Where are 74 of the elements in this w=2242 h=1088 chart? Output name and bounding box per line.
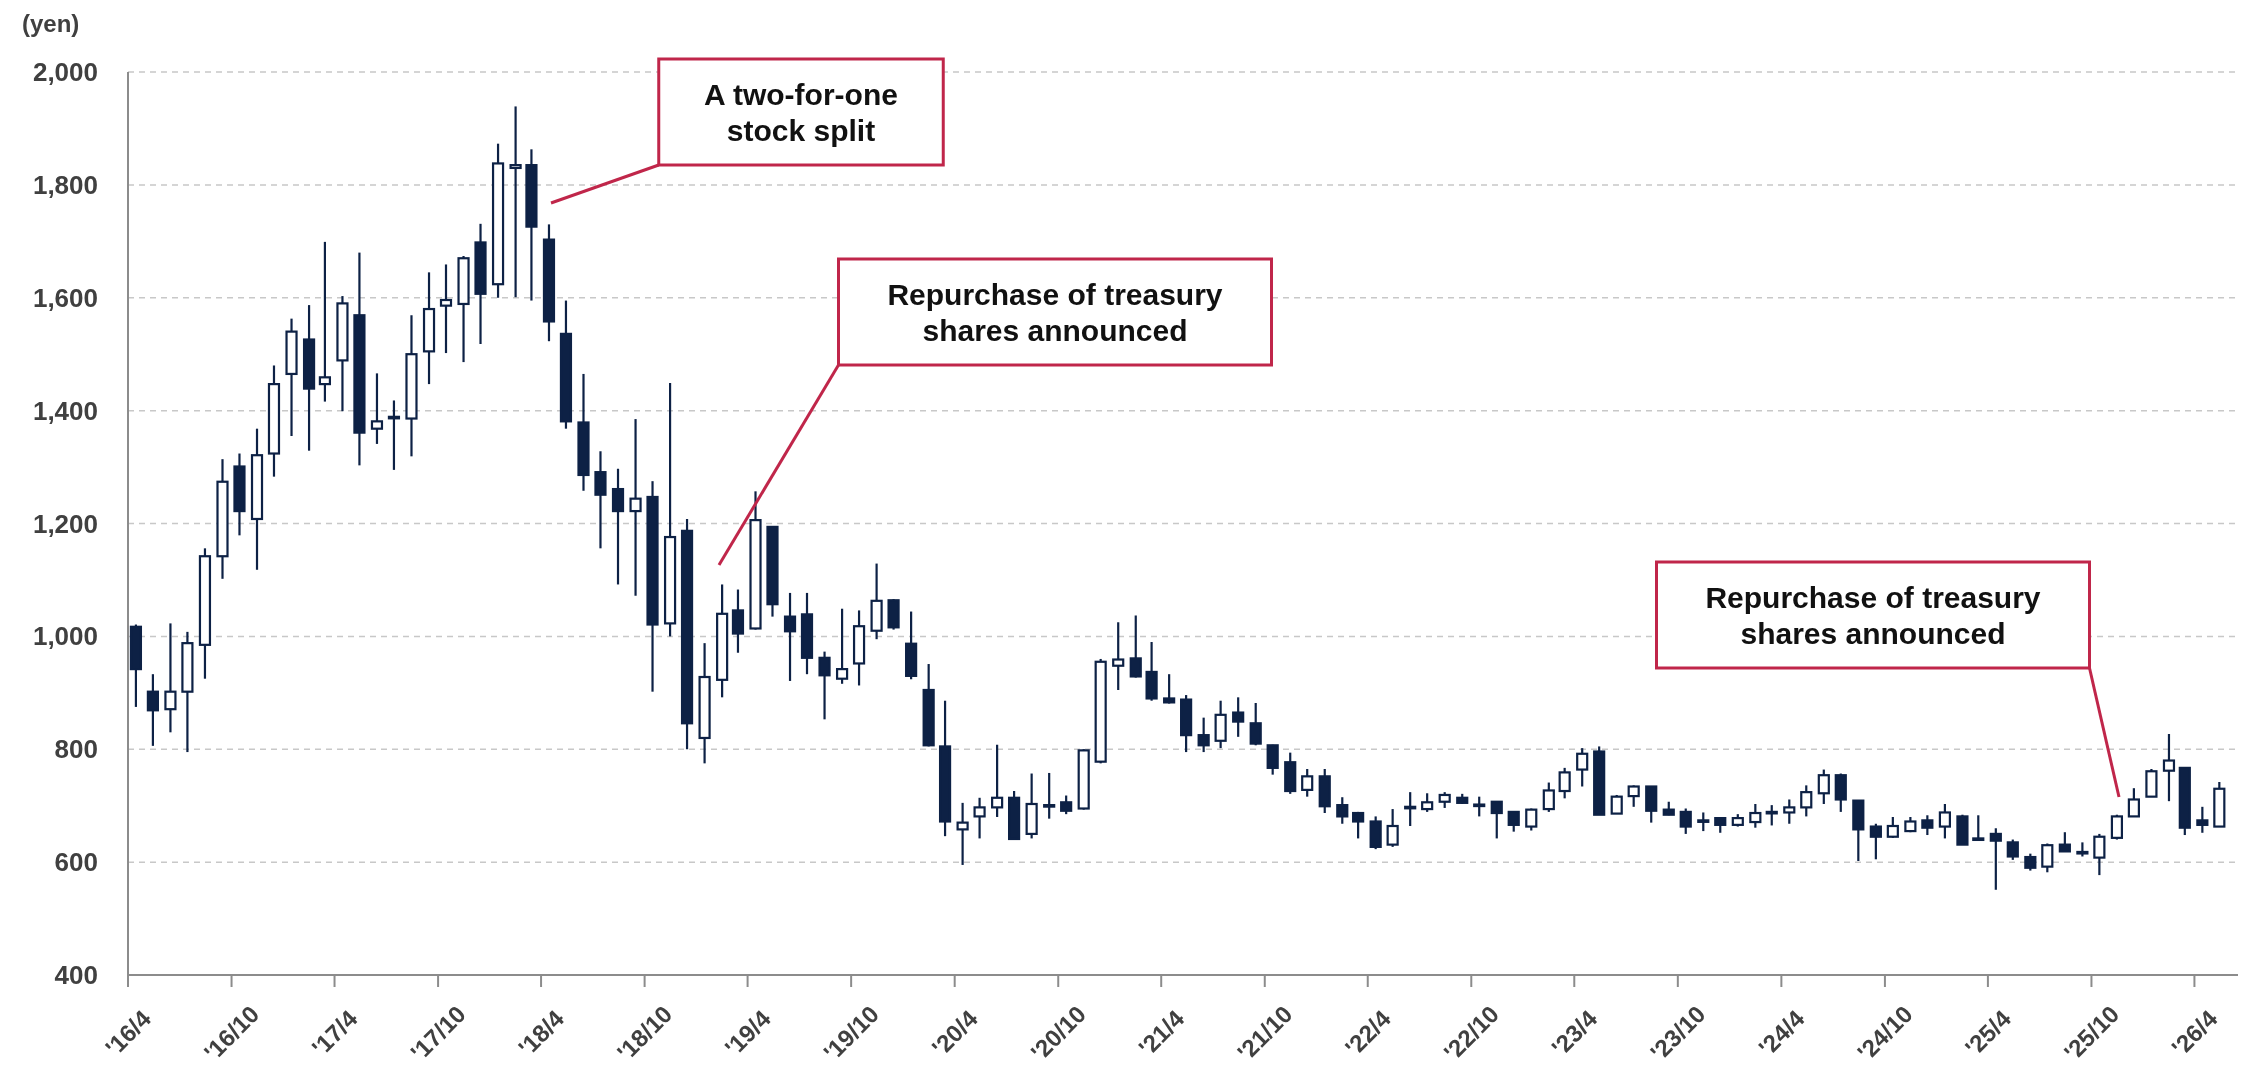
candlestick <box>956 801 969 867</box>
candlestick <box>1473 795 1486 818</box>
candlestick <box>1490 800 1503 840</box>
candlestick <box>1749 802 1762 829</box>
candlestick <box>2196 805 2209 834</box>
candlestick <box>1817 768 1830 806</box>
candlestick <box>594 450 607 550</box>
y-tick-label: 1,600 <box>32 282 98 313</box>
annotation: A two-for-one stock split <box>704 77 898 147</box>
candlestick <box>1129 614 1142 679</box>
candlestick <box>973 796 986 840</box>
candlestick <box>731 588 745 654</box>
candlestick <box>1542 781 1555 813</box>
candlestick <box>509 105 522 299</box>
candlestick <box>1301 767 1314 798</box>
y-tick-label: 1,400 <box>32 395 98 426</box>
candlestick <box>611 467 625 586</box>
candlestick <box>1972 814 1985 842</box>
candlestick <box>2041 842 2054 874</box>
y-axis-title: (yen) <box>22 10 80 37</box>
candlestick <box>1232 696 1245 738</box>
annotation: Repurchase of treasury shares announced <box>1705 580 2041 650</box>
candlestick <box>370 372 384 446</box>
candlestick <box>1989 827 2002 891</box>
candlestick <box>818 650 831 721</box>
candlestick <box>1783 798 1796 825</box>
candlestick <box>629 417 642 597</box>
candlestick <box>146 673 159 747</box>
candlestick <box>1697 811 1710 833</box>
y-tick-label: 600 <box>54 847 98 878</box>
y-tick-label: 400 <box>54 960 98 991</box>
candlestick <box>1507 810 1520 833</box>
candlestick <box>1765 804 1778 827</box>
candlestick <box>1163 673 1176 705</box>
candlestick <box>1197 716 1210 754</box>
candlestick <box>1610 793 1623 815</box>
candlestick <box>1060 794 1073 816</box>
candlestick <box>1800 784 1813 818</box>
y-tick-label: 1,000 <box>32 621 98 652</box>
candlestick <box>2093 832 2106 877</box>
candlestick <box>2110 813 2124 841</box>
candlestick <box>1112 621 1125 692</box>
candlestick <box>2162 732 2176 803</box>
candlestick <box>1938 802 1951 840</box>
candlestick <box>1679 807 1692 836</box>
candlestick <box>1576 747 1589 788</box>
candlestick <box>1043 771 1056 820</box>
candlestick <box>1869 822 1882 861</box>
candlestick <box>387 399 401 471</box>
candlestick <box>1249 701 1262 747</box>
candlestick <box>1421 792 1434 813</box>
candlestick <box>835 607 849 685</box>
candlestick <box>1352 810 1365 840</box>
candlestick <box>991 743 1004 819</box>
candlestick <box>1627 784 1640 808</box>
candlestick <box>2058 831 2071 853</box>
candlestick <box>1886 815 1899 839</box>
candlestick <box>1558 766 1571 800</box>
y-tick-label: 2,000 <box>32 57 98 88</box>
candlestick <box>1386 807 1399 848</box>
annotation: Repurchase of treasury shares announced <box>887 277 1223 347</box>
candlestick <box>2127 787 2140 818</box>
y-tick-label: 1,200 <box>32 508 98 539</box>
candlestick <box>1921 814 1934 837</box>
candlestick <box>1336 796 1349 825</box>
y-tick-label: 800 <box>54 734 98 765</box>
y-tick-label: 1,800 <box>32 169 98 200</box>
candlestick <box>1404 791 1417 828</box>
candlestick <box>1266 743 1279 776</box>
candlestick <box>439 263 453 355</box>
candlestick <box>164 622 177 734</box>
candlestick <box>783 591 797 683</box>
candlestick <box>318 240 332 403</box>
candlestick <box>2006 838 2019 861</box>
